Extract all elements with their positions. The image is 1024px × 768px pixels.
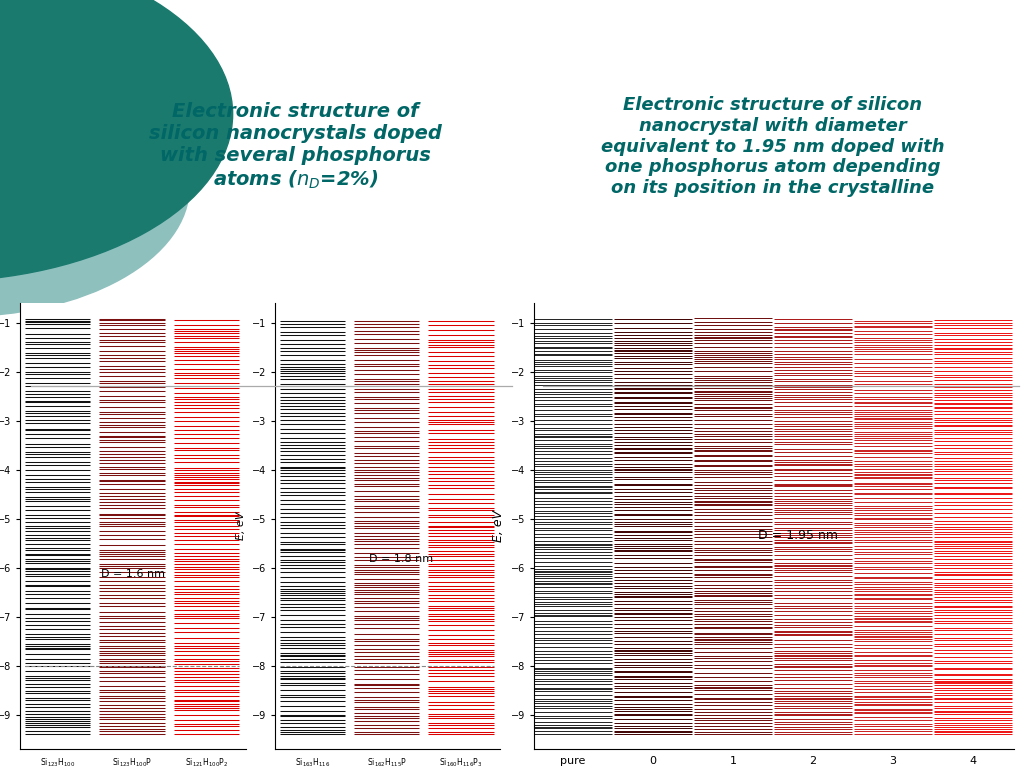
Text: Electronic structure of silicon
nanocrystal with diameter
equivalent to 1.95 nm : Electronic structure of silicon nanocrys… [601,96,944,197]
Text: D = 1.6 nm: D = 1.6 nm [101,569,165,579]
Y-axis label: E, eV: E, eV [237,511,246,540]
Text: D = 1.95 nm: D = 1.95 nm [758,529,838,542]
Circle shape [0,0,232,282]
Y-axis label: E, eV: E, eV [492,510,505,542]
Text: D = 1.8 nm: D = 1.8 nm [369,554,433,564]
Text: Electronic structure of
silicon nanocrystals doped
with several phosphorus
atoms: Electronic structure of silicon nanocrys… [148,102,441,191]
Circle shape [0,58,189,316]
